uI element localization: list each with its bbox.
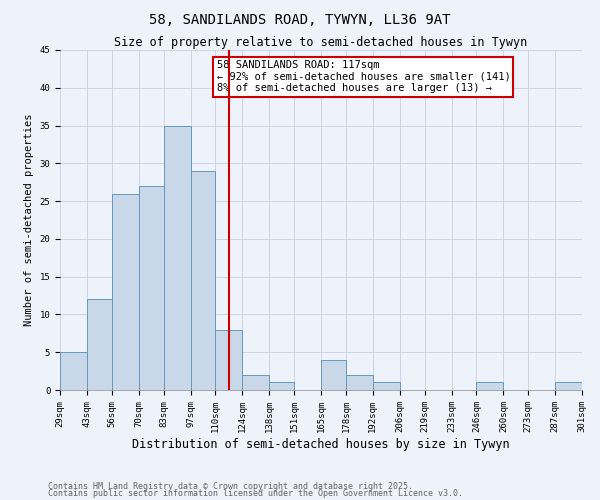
Bar — [476, 382, 503, 390]
Bar — [191, 171, 215, 390]
Bar — [269, 382, 294, 390]
Bar — [242, 375, 269, 390]
Bar — [87, 300, 112, 390]
Title: Size of property relative to semi-detached houses in Tywyn: Size of property relative to semi-detach… — [115, 36, 527, 49]
Bar — [321, 360, 346, 390]
Text: 58, SANDILANDS ROAD, TYWYN, LL36 9AT: 58, SANDILANDS ROAD, TYWYN, LL36 9AT — [149, 12, 451, 26]
Bar — [215, 330, 242, 390]
Text: Contains public sector information licensed under the Open Government Licence v3: Contains public sector information licen… — [48, 490, 463, 498]
Bar — [60, 352, 87, 390]
Bar — [373, 382, 400, 390]
Y-axis label: Number of semi-detached properties: Number of semi-detached properties — [24, 114, 34, 326]
Bar — [555, 382, 582, 390]
X-axis label: Distribution of semi-detached houses by size in Tywyn: Distribution of semi-detached houses by … — [132, 438, 510, 450]
Bar — [164, 126, 191, 390]
Text: 58 SANDILANDS ROAD: 117sqm
← 92% of semi-detached houses are smaller (141)
8% of: 58 SANDILANDS ROAD: 117sqm ← 92% of semi… — [217, 60, 511, 94]
Bar — [346, 375, 373, 390]
Bar — [112, 194, 139, 390]
Text: Contains HM Land Registry data © Crown copyright and database right 2025.: Contains HM Land Registry data © Crown c… — [48, 482, 413, 491]
Bar — [139, 186, 164, 390]
